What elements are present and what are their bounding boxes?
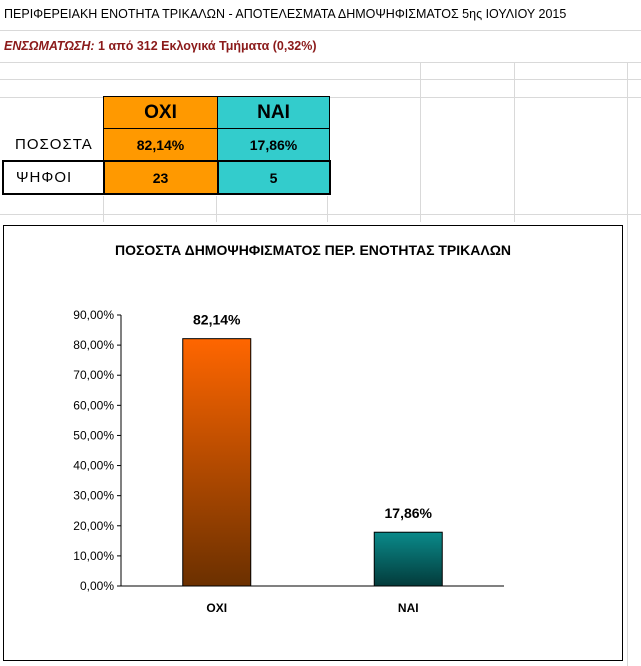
cell-votes-yes[interactable]: 5 [216, 160, 331, 195]
integration-label: ΕΝΣΩΜΑΤΩΣΗ: [4, 39, 95, 53]
integration-status: ΕΝΣΩΜΑΤΩΣΗ: 1 από 312 Εκλογικά Τμήματα (… [4, 39, 317, 53]
table-row-votes: ΨΗΦΟΙ 23 5 [2, 160, 331, 195]
table-row-percent: ΠΟΣΟΣΤΑ 82,14% 17,86% [3, 128, 330, 162]
y-tick-label: 50,00% [73, 428, 114, 442]
bar-chart-plot: 0,00% 10,00% 20,00% 30,00% 40,00% 50,00% 60,00… [73, 308, 504, 615]
bar-no [182, 338, 252, 587]
y-tick-label: 20,00% [73, 519, 114, 533]
cell-percent-yes[interactable]: 17,86% [217, 128, 330, 162]
y-tick-label: 40,00% [73, 459, 114, 473]
y-tick-label: 90,00% [73, 308, 114, 322]
cell-percent-no[interactable]: 82,14% [103, 128, 218, 162]
results-table: ΟΧΙ ΝΑΙ ΠΟΣΟΣΤΑ 82,14% 17,86% ΨΗΦΟΙ 23 5 [2, 96, 331, 195]
row-label-votes[interactable]: ΨΗΦΟΙ [2, 160, 105, 195]
x-tick-label: ΟΧΙ [206, 601, 227, 615]
y-tick-label: 70,00% [73, 368, 114, 382]
row-label-percent[interactable]: ΠΟΣΟΣΤΑ [15, 135, 93, 153]
bar-data-label: 82,14% [193, 312, 241, 328]
table-corner-cell [3, 97, 104, 129]
sheet-title: ΠΕΡΙΦΕΡΕΙΑΚΗ ΕΝΟΤΗΤΑ ΤΡΙΚΑΛΩΝ - ΑΠΟΤΕΛΕΣ… [4, 7, 567, 21]
y-tick-label: 10,00% [73, 549, 114, 563]
chart-title: ΠΟΣΟΣΤΑ ΔΗΜΟΨΗΦΙΣΜΑΤΟΣ ΠΕΡ. ΕΝΟΤΗΤΑΣ ΤΡΙ… [114, 242, 512, 258]
chart-area[interactable]: ΠΟΣΟΣΤΑ ΔΗΜΟΨΗΦΙΣΜΑΤΟΣ ΠΕΡ. ΕΝΟΤΗΤΑΣ ΤΡΙ… [3, 225, 623, 661]
bar-data-label: 17,86% [385, 505, 433, 521]
cell-votes-no[interactable]: 23 [102, 160, 219, 195]
y-tick-label: 60,00% [73, 398, 114, 412]
y-tick-label: 30,00% [73, 489, 114, 503]
column-header-no[interactable]: ΟΧΙ [103, 96, 218, 129]
bar-yes [373, 531, 443, 587]
column-header-yes[interactable]: ΝΑΙ [217, 96, 330, 129]
integration-value: 1 από 312 Εκλογικά Τμήματα (0,32%) [98, 39, 317, 53]
y-tick-label: 0,00% [80, 579, 114, 593]
x-tick-label: ΝΑΙ [398, 601, 419, 615]
table-header-row: ΟΧΙ ΝΑΙ [3, 96, 330, 129]
y-tick-label: 80,00% [73, 338, 114, 352]
